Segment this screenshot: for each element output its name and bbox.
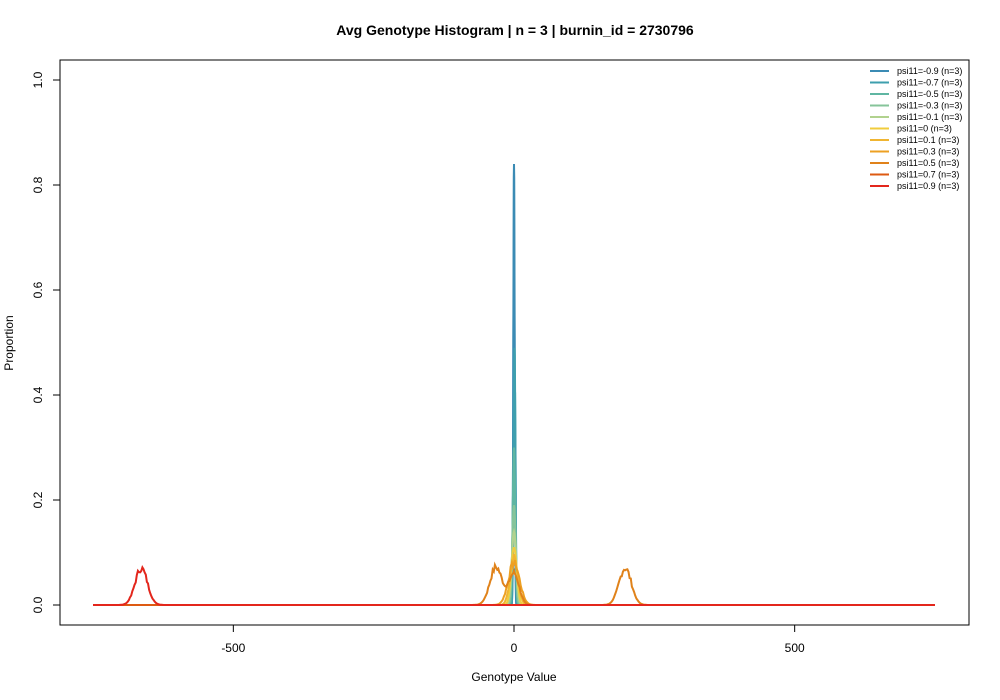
y-tick-label: 0.6	[31, 281, 45, 298]
legend: psi11=-0.9 (n=3)psi11=-0.7 (n=3)psi11=-0…	[870, 66, 962, 191]
x-axis: -500 0 500	[221, 625, 805, 655]
legend-label: psi11=0.5 (n=3)	[897, 158, 959, 168]
y-tick-label: 0.0	[31, 596, 45, 613]
y-tick-label: 0.8	[31, 176, 45, 193]
x-tick-label: 500	[785, 641, 805, 655]
legend-label: psi11=-0.7 (n=3)	[897, 78, 962, 88]
chart-title: Avg Genotype Histogram | n = 3 | burnin_…	[336, 22, 694, 38]
legend-label: psi11=0.9 (n=3)	[897, 181, 959, 191]
legend-label: psi11=-0.1 (n=3)	[897, 112, 962, 122]
y-tick-label: 0.2	[31, 491, 45, 508]
y-axis: 0.0 0.2 0.4 0.6 0.8 1.0	[31, 71, 60, 613]
x-tick-label: -500	[221, 641, 245, 655]
legend-label: psi11=-0.5 (n=3)	[897, 89, 962, 99]
y-tick-label: 0.4	[31, 386, 45, 403]
legend-label: psi11=0.7 (n=3)	[897, 170, 959, 180]
legend-label: psi11=-0.3 (n=3)	[897, 101, 962, 111]
y-tick-label: 1.0	[31, 71, 45, 88]
series-line	[93, 558, 935, 606]
legend-label: psi11=0.3 (n=3)	[897, 147, 959, 157]
x-tick-label: 0	[511, 641, 518, 655]
legend-label: psi11=0.1 (n=3)	[897, 135, 959, 145]
series-line	[93, 561, 935, 606]
series-layer	[93, 163, 935, 606]
y-axis-label: Proportion	[2, 315, 16, 370]
legend-label: psi11=0 (n=3)	[897, 124, 952, 134]
series-line	[93, 565, 935, 606]
legend-label: psi11=-0.9 (n=3)	[897, 66, 962, 76]
x-axis-label: Genotype Value	[471, 670, 556, 684]
